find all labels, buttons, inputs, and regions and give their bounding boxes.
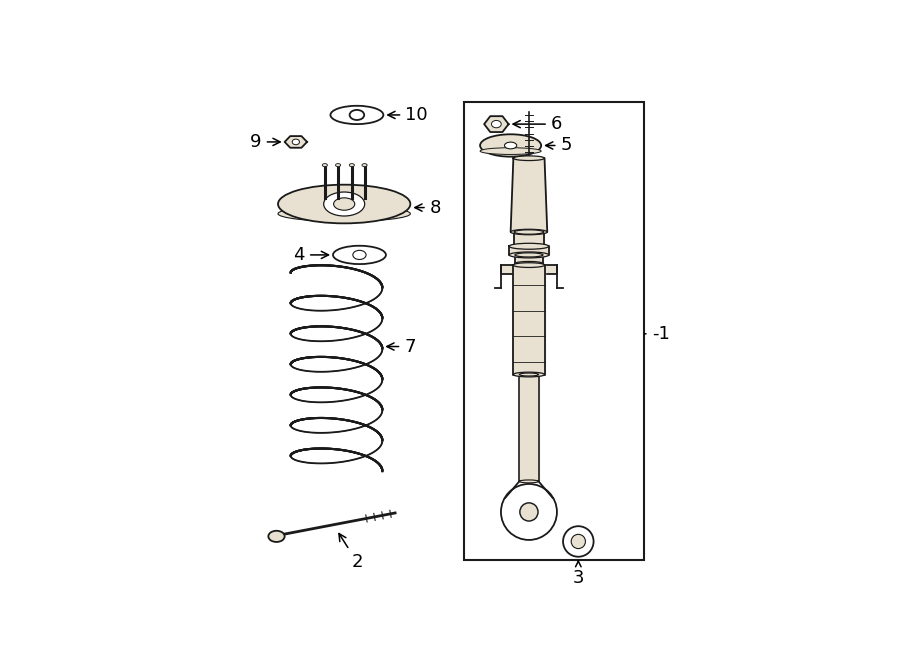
Ellipse shape <box>324 192 365 216</box>
Polygon shape <box>284 136 307 148</box>
Ellipse shape <box>563 526 594 557</box>
Ellipse shape <box>513 262 544 268</box>
Ellipse shape <box>349 110 364 120</box>
Polygon shape <box>519 375 538 481</box>
Ellipse shape <box>362 164 367 167</box>
Polygon shape <box>514 232 544 247</box>
Ellipse shape <box>515 262 543 266</box>
Text: 5: 5 <box>545 136 572 155</box>
Text: 4: 4 <box>293 246 328 264</box>
Ellipse shape <box>268 531 284 542</box>
Ellipse shape <box>509 252 549 258</box>
Text: 8: 8 <box>415 198 441 217</box>
Polygon shape <box>513 265 544 375</box>
Polygon shape <box>515 255 543 264</box>
Ellipse shape <box>480 147 541 155</box>
Ellipse shape <box>520 503 538 521</box>
Ellipse shape <box>505 142 517 149</box>
Ellipse shape <box>514 244 544 249</box>
Ellipse shape <box>509 243 549 249</box>
Ellipse shape <box>491 120 501 128</box>
Ellipse shape <box>572 534 585 549</box>
Ellipse shape <box>519 373 538 376</box>
Ellipse shape <box>519 480 538 483</box>
Ellipse shape <box>336 164 340 167</box>
Polygon shape <box>484 116 508 132</box>
Ellipse shape <box>322 164 328 167</box>
Ellipse shape <box>292 139 300 145</box>
Text: -1: -1 <box>652 325 670 343</box>
Text: 9: 9 <box>250 133 280 151</box>
Ellipse shape <box>510 229 547 235</box>
Ellipse shape <box>349 164 355 167</box>
Ellipse shape <box>334 198 355 210</box>
Ellipse shape <box>278 184 410 223</box>
Text: 7: 7 <box>387 338 416 356</box>
Polygon shape <box>510 158 547 232</box>
Text: 10: 10 <box>388 106 427 124</box>
Text: 6: 6 <box>513 115 562 133</box>
Bar <box>464 102 644 561</box>
Bar <box>501 265 557 274</box>
Polygon shape <box>509 247 549 255</box>
Ellipse shape <box>333 246 386 264</box>
Text: 3: 3 <box>572 570 584 588</box>
Ellipse shape <box>480 134 541 157</box>
Ellipse shape <box>353 251 366 260</box>
Ellipse shape <box>330 106 383 124</box>
Ellipse shape <box>514 230 544 234</box>
Text: 2: 2 <box>339 533 363 570</box>
Ellipse shape <box>513 372 544 377</box>
Ellipse shape <box>515 253 543 257</box>
Ellipse shape <box>501 484 557 540</box>
Ellipse shape <box>513 156 544 161</box>
Ellipse shape <box>278 206 410 221</box>
